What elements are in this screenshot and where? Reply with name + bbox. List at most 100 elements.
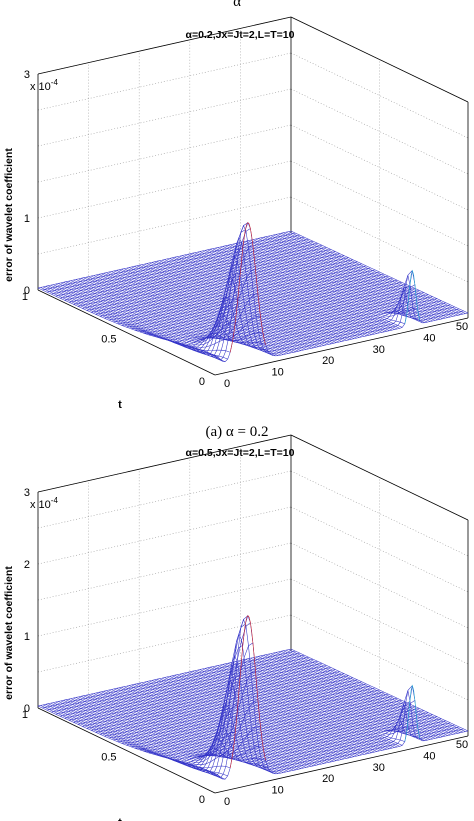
mesh-line [164,259,342,342]
wall-grid [37,614,292,673]
mesh-line [96,274,274,356]
mesh-line [278,651,456,735]
mesh-line [285,231,464,315]
mesh-line [230,244,408,317]
mesh-line [154,679,332,763]
mesh-line [207,249,385,333]
mesh-line [242,659,420,739]
mesh-line [225,663,403,746]
top-label: α [233,0,241,10]
mesh-line [118,687,297,771]
mesh-line [229,615,266,768]
axis-line [290,434,469,521]
t-tick-label: 1 [22,291,28,303]
mesh-line [230,662,408,735]
mesh-line [197,251,375,335]
figure-title: α=0.5,Jx=Jt=2,L=T=10 [186,447,295,459]
mesh-line [98,274,276,357]
mesh-line [123,268,302,351]
mesh-line [288,649,466,732]
mesh-line [204,250,383,333]
mesh-line [189,671,367,755]
mesh-line [260,237,438,321]
mesh-line [141,682,319,765]
mesh-line [96,692,274,774]
mesh-line [245,241,423,324]
mesh-line [159,260,337,343]
mesh-line [154,261,332,345]
mesh-line [290,648,469,732]
mesh-line [179,673,357,757]
mesh-line [47,703,226,780]
wall-grid [37,470,292,529]
mesh-line [171,257,350,341]
mesh-line [78,269,256,339]
wall-grid [37,88,292,147]
mesh-line [265,654,443,737]
t-tick-label: 0 [199,376,205,388]
mesh-line [116,688,294,771]
mesh-line [106,272,284,355]
mesh-line [176,674,355,757]
mesh-line [128,685,307,768]
t-tick-label: 0.5 [101,334,116,346]
x-tick-label: 20 [322,773,334,785]
mesh-line [98,692,276,775]
mesh-line [242,241,420,321]
mesh-line [146,263,324,346]
figure-title: α=0.2,Jx=Jt=2,L=T=10 [186,29,295,41]
mesh-line [273,652,451,736]
z-tick-label: 3 [24,69,30,81]
mesh-line [220,664,398,748]
mesh-line [121,268,299,352]
mesh-line [240,242,418,315]
mesh-line [73,622,251,756]
mesh-line [255,656,433,740]
x-tick-label: 10 [271,367,283,379]
mesh-line [136,683,314,767]
mesh-line [257,656,436,739]
mesh-line [197,669,375,753]
mesh-line [217,247,395,330]
x-tick-label: 50 [456,321,468,333]
mesh-line [268,235,446,319]
mesh-line [121,686,299,770]
axis-line [37,289,216,376]
mesh-line [139,264,317,348]
mesh-line [131,684,309,768]
z-tick-label: 0 [24,703,30,715]
mesh-line [70,615,249,757]
axis-line [214,317,469,376]
mesh-line [225,245,403,328]
mesh-line [270,235,448,318]
mesh-line [192,252,370,336]
mesh-line [144,263,322,347]
mesh-line [212,666,390,749]
mesh-line [111,271,289,354]
mesh-line [123,686,302,769]
mesh-line [53,284,231,353]
axis-line [290,16,469,103]
axis-line [37,707,216,794]
mesh-line [139,682,317,766]
t-tick-label: 0 [199,794,205,806]
mesh-line [101,691,279,774]
mesh-line [250,657,428,741]
z-scale: x 10-4 [30,496,58,511]
mesh-line [189,253,367,337]
mesh-line [214,247,393,331]
mesh-line [270,653,448,736]
mesh-line [184,672,362,756]
mesh-line [53,702,231,769]
mesh-line [90,693,269,769]
mesh-line [240,660,418,733]
z-axis-label: error of wavelet coefficient [3,566,15,700]
mesh-line [78,670,256,756]
axis-line [37,434,292,493]
mesh-line [128,267,307,350]
z-axis-label: error of wavelet coefficient [3,148,15,282]
mesh-line [187,672,365,755]
mesh-line [290,230,469,314]
